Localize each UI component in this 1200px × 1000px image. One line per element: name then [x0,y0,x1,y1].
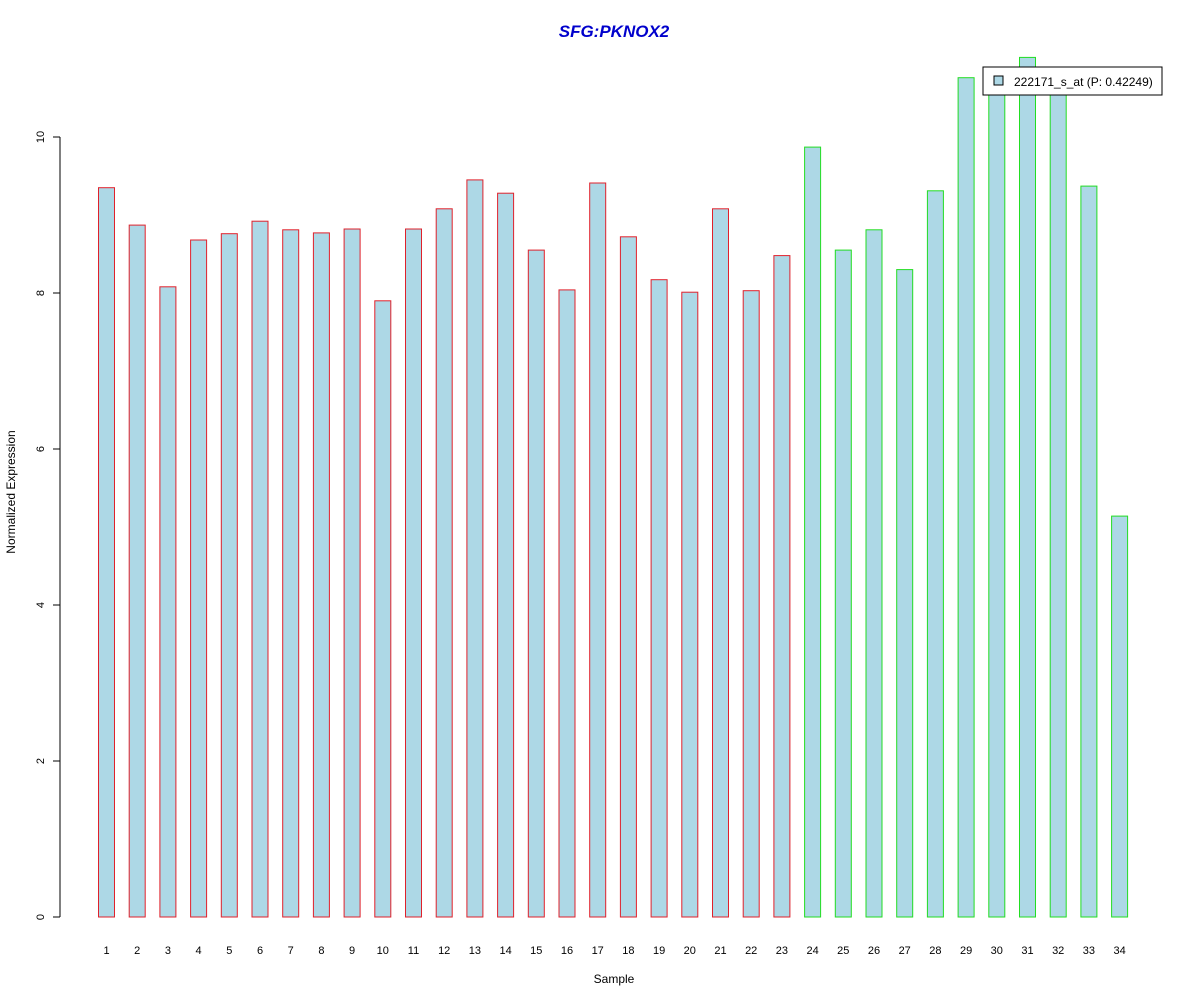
x-tick-label: 28 [929,945,941,957]
bar [558,289,576,918]
bar [712,208,729,918]
x-tick-label: 13 [469,945,481,957]
bar [435,208,453,918]
x-tick-label: 23 [776,945,788,957]
bar [957,77,975,918]
x-tick-label: 1 [103,945,109,957]
x-tick-label: 8 [318,945,324,957]
x-tick-labels: 1 2 3 4 5 6 7 8 9 10 11 12 13 14 15 16 17 18 19 20 21 22 23 24 2… [103,945,1125,957]
x-tick-label: 11 [408,945,419,957]
x-tick-label: 21 [714,945,726,957]
bar [1111,515,1129,918]
x-tick-label: 24 [806,945,818,957]
x-tick-label: 9 [349,945,355,957]
x-tick-label: 32 [1052,945,1064,957]
bar [128,224,146,918]
x-tick-label: 12 [438,945,450,957]
x-tick-label: 3 [165,945,171,957]
bar [865,229,883,918]
x-tick-label: 17 [592,945,604,957]
y-tick-label: 4 [35,602,47,608]
bar [405,228,422,918]
bar [1080,185,1098,918]
x-tick-label: 18 [622,945,634,957]
bar [312,232,330,918]
bar [589,182,607,918]
bar [251,220,269,918]
bars [98,56,1129,918]
x-tick-label: 22 [745,945,757,957]
bar [681,291,699,918]
x-tick-label: 31 [1021,945,1033,957]
bar [619,236,637,918]
bar [220,233,238,918]
bar [650,279,668,918]
y-tick-label: 10 [35,131,47,143]
bar [773,255,791,918]
x-tick-label: 26 [868,945,880,957]
legend-label: 222171_s_at (P: 0.42249) [1014,75,1153,89]
x-tick-label: 27 [899,945,911,957]
bar [896,269,914,918]
x-axis-label: Sample [594,972,635,986]
x-tick-label: 2 [134,945,140,957]
bar [988,81,1006,918]
bar [527,249,545,918]
bar [1049,85,1067,918]
bar [190,239,208,918]
bar [834,249,852,918]
x-tick-label: 19 [653,945,665,957]
legend: 222171_s_at (P: 0.42249) [982,66,1163,96]
bar [374,300,392,918]
y-axis-label: Normalized Expression [4,430,18,553]
bar [343,228,361,918]
bar [742,290,760,918]
bar [98,187,115,918]
x-tick-label: 10 [377,945,389,957]
y-tick-label: 8 [35,290,47,296]
bar [804,146,822,918]
legend-box [982,66,1163,96]
bar [497,192,515,918]
legend-swatch [993,75,1004,86]
x-tick-label: 30 [991,945,1003,957]
x-tick-label: 7 [288,945,294,957]
bar [466,179,484,918]
x-tick-label: 15 [530,945,542,957]
chart-title: SFG:PKNOX2 [559,22,670,41]
bar [926,190,944,918]
y-tick-label: 2 [35,758,47,764]
x-tick-label: 5 [226,945,232,957]
x-tick-label: 4 [196,945,202,957]
bar [159,286,177,918]
x-tick-label: 25 [837,945,849,957]
x-tick-label: 20 [684,945,696,957]
x-tick-label: 33 [1083,945,1095,957]
x-tick-label: 16 [561,945,573,957]
bar [1019,56,1036,918]
bar [282,229,300,918]
x-tick-label: 29 [960,945,972,957]
y-tick-label: 6 [35,446,47,452]
x-tick-label: 6 [257,945,263,957]
x-tick-label: 34 [1113,945,1125,957]
y-axis: 0 2 4 6 8 10 [35,131,61,920]
y-tick-label: 0 [35,914,47,920]
x-tick-label: 14 [499,945,511,957]
